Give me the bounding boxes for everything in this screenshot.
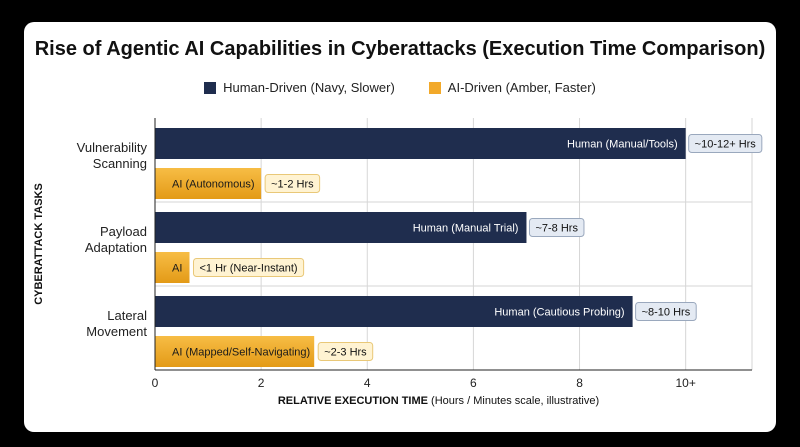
bar-ai[interactable]	[155, 252, 190, 283]
legend-item-ai: AI-Driven (Amber, Faster)	[428, 80, 596, 95]
bar-ai[interactable]	[155, 168, 262, 199]
category-label: Vulnerability	[77, 140, 148, 155]
category-label: Adaptation	[85, 240, 147, 255]
badge-ai	[192, 258, 305, 277]
badge-ai	[264, 174, 321, 193]
legend-item-human: Human-Driven (Navy, Slower)	[204, 80, 395, 95]
bar-human-label: Human (Manual Trial)	[413, 223, 519, 235]
badge-human	[688, 134, 763, 153]
bar-ai-label: AI (Autonomous)	[172, 179, 255, 191]
legend-label-human: Human-Driven (Navy, Slower)	[223, 80, 395, 95]
bar-human[interactable]	[155, 128, 686, 159]
x-axis-title-bold: RELATIVE EXECUTION TIME	[278, 395, 428, 407]
x-tick-label: 6	[470, 376, 477, 390]
badge-ai-text: <1 Hr (Near-Instant)	[199, 263, 297, 275]
category-label: Movement	[86, 324, 147, 339]
y-axis-title: CYBERATTACK TASKS	[33, 183, 45, 305]
category-label: Scanning	[93, 156, 147, 171]
bar-ai-label: AI	[172, 263, 182, 275]
bar-ai-label: AI (Mapped/Self-Navigating)	[172, 347, 310, 359]
x-axis-title: RELATIVE EXECUTION TIME (Hours / Minutes…	[278, 395, 599, 407]
x-tick-label: 2	[258, 376, 265, 390]
badge-human-text: ~7-8 Hrs	[535, 223, 578, 235]
bar-human[interactable]	[155, 212, 527, 243]
bar-ai[interactable]	[155, 336, 315, 367]
x-tick-label: 10+	[675, 376, 695, 390]
bar-human[interactable]	[155, 296, 633, 327]
category-label: Payload	[100, 224, 147, 239]
badge-human-text: ~8-10 Hrs	[642, 307, 691, 319]
bar-human-label: Human (Cautious Probing)	[494, 307, 624, 319]
legend-swatch-ai	[428, 81, 441, 94]
legend-label-ai: AI-Driven (Amber, Faster)	[447, 80, 596, 95]
chart-legend: Human-Driven (Navy, Slower) AI-Driven (A…	[24, 80, 776, 95]
badge-human-text: ~10-12+ Hrs	[695, 139, 757, 151]
x-axis-title-rest: (Hours / Minutes scale, illustrative)	[428, 395, 599, 407]
x-tick-label: 4	[364, 376, 371, 390]
badge-ai-text: ~1-2 Hrs	[271, 179, 314, 191]
badge-human	[528, 218, 585, 237]
badge-human	[635, 302, 697, 321]
chart-title: Rise of Agentic AI Capabilities in Cyber…	[34, 38, 766, 60]
category-label: Lateral	[107, 308, 147, 323]
legend-swatch-human	[204, 81, 217, 94]
badge-ai	[317, 342, 374, 361]
bar-human-label: Human (Manual/Tools)	[567, 139, 678, 151]
x-tick-label: 8	[576, 376, 583, 390]
badge-ai-text: ~2-3 Hrs	[324, 347, 367, 359]
x-tick-label: 0	[152, 376, 159, 390]
